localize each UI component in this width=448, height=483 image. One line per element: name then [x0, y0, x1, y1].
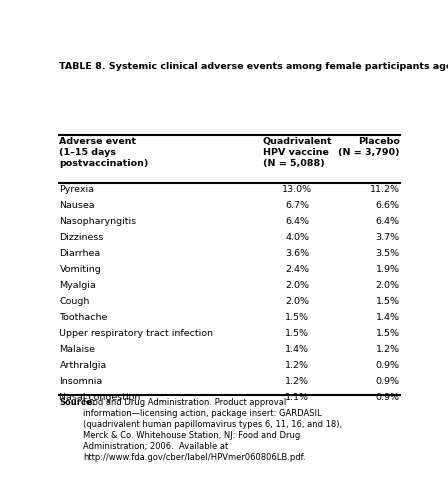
- Text: 3.6%: 3.6%: [285, 249, 310, 258]
- Text: 4.0%: 4.0%: [285, 233, 309, 242]
- Text: 6.7%: 6.7%: [285, 201, 309, 210]
- Text: Vomiting: Vomiting: [60, 265, 101, 274]
- Text: Nasopharyngitis: Nasopharyngitis: [60, 217, 137, 226]
- Text: Toothache: Toothache: [60, 313, 108, 322]
- Text: 1.2%: 1.2%: [285, 377, 309, 386]
- Text: 1.4%: 1.4%: [285, 345, 309, 354]
- Text: 11.2%: 11.2%: [370, 185, 400, 194]
- Text: TABLE 8. Systemic clinical adverse events among female participants aged 9–23 ye: TABLE 8. Systemic clinical adverse event…: [60, 62, 448, 71]
- Text: Nausea: Nausea: [60, 201, 95, 210]
- Text: Source:: Source:: [60, 398, 95, 407]
- Text: Myalgia: Myalgia: [60, 281, 96, 290]
- Text: 2.0%: 2.0%: [285, 297, 309, 306]
- Text: Upper respiratory tract infection: Upper respiratory tract infection: [60, 329, 213, 338]
- Text: 1.9%: 1.9%: [376, 265, 400, 274]
- Text: 1.2%: 1.2%: [285, 361, 309, 370]
- Text: 6.4%: 6.4%: [285, 217, 309, 226]
- Text: Nasal congestion: Nasal congestion: [60, 393, 141, 402]
- Text: 3.7%: 3.7%: [375, 233, 400, 242]
- Text: 1.5%: 1.5%: [376, 297, 400, 306]
- Text: 1.5%: 1.5%: [376, 329, 400, 338]
- Text: Insomnia: Insomnia: [60, 377, 103, 386]
- Text: 2.0%: 2.0%: [376, 281, 400, 290]
- Text: Diarrhea: Diarrhea: [60, 249, 101, 258]
- Text: 0.9%: 0.9%: [376, 361, 400, 370]
- Text: 1.5%: 1.5%: [285, 313, 309, 322]
- Text: 1.4%: 1.4%: [376, 313, 400, 322]
- Text: 13.0%: 13.0%: [282, 185, 312, 194]
- Text: 6.6%: 6.6%: [376, 201, 400, 210]
- Text: 2.0%: 2.0%: [285, 281, 309, 290]
- Text: 2.4%: 2.4%: [285, 265, 309, 274]
- Text: 3.5%: 3.5%: [375, 249, 400, 258]
- Text: 6.4%: 6.4%: [376, 217, 400, 226]
- Text: Quadrivalent
HPV vaccine
(N = 5,088): Quadrivalent HPV vaccine (N = 5,088): [263, 137, 332, 168]
- Text: Food and Drug Administration. Product approval
information—licensing action, pac: Food and Drug Administration. Product ap…: [83, 398, 342, 462]
- Text: 0.9%: 0.9%: [376, 393, 400, 402]
- Text: Malaise: Malaise: [60, 345, 95, 354]
- Text: Cough: Cough: [60, 297, 90, 306]
- Text: Dizziness: Dizziness: [60, 233, 104, 242]
- Text: 1.1%: 1.1%: [285, 393, 309, 402]
- Text: Adverse event
(1–15 days
postvaccination): Adverse event (1–15 days postvaccination…: [60, 137, 149, 168]
- Text: Arthralgia: Arthralgia: [60, 361, 107, 370]
- Text: Placebo
(N = 3,790): Placebo (N = 3,790): [338, 137, 400, 157]
- Text: Pyrexia: Pyrexia: [60, 185, 95, 194]
- Text: 1.5%: 1.5%: [285, 329, 309, 338]
- Text: 0.9%: 0.9%: [376, 377, 400, 386]
- Text: 1.2%: 1.2%: [376, 345, 400, 354]
